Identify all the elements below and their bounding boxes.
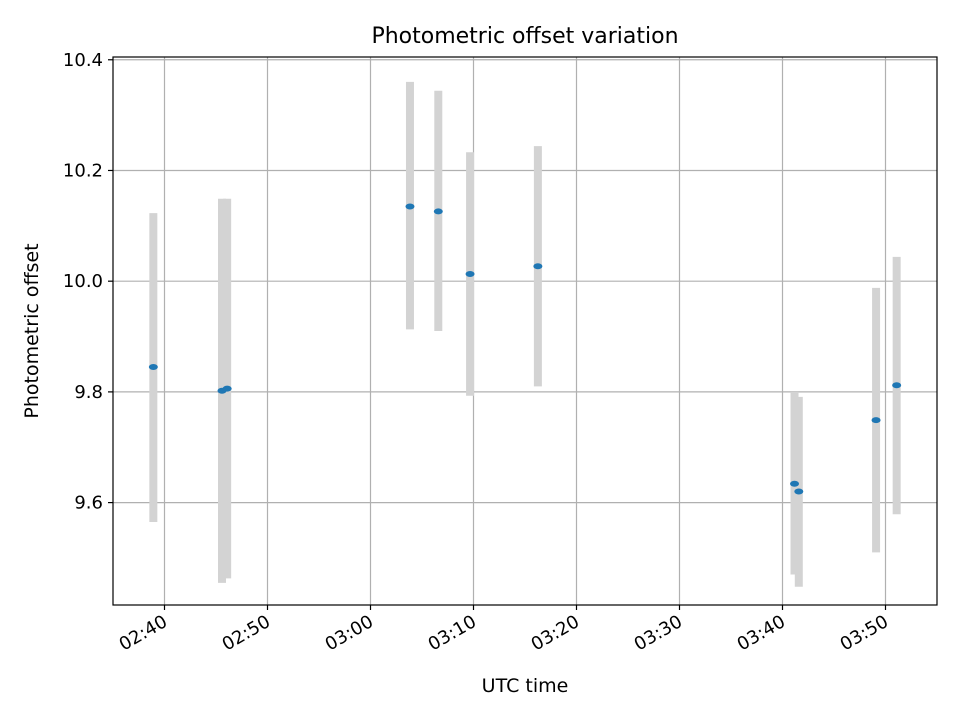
plot-area-frame — [112, 56, 938, 606]
data-point — [790, 480, 800, 487]
x-axis-label: UTC time — [482, 675, 569, 697]
chart-title: Photometric offset variation — [371, 24, 678, 49]
data-point — [433, 208, 443, 215]
data-point — [405, 203, 415, 210]
y-tick-label: 10.2 — [63, 160, 103, 181]
data-point — [871, 417, 881, 424]
y-axis-label: Photometric offset — [21, 243, 43, 418]
data-point — [533, 263, 543, 270]
data-point — [148, 363, 158, 370]
data-point — [794, 488, 804, 495]
y-tick-label: 10.4 — [63, 50, 103, 71]
data-point — [892, 382, 902, 389]
data-points — [148, 203, 902, 495]
y-tick-label: 9.8 — [74, 382, 103, 403]
data-point — [465, 270, 475, 277]
y-tick-label: 9.6 — [74, 493, 103, 514]
data-point — [222, 385, 232, 392]
y-tick-label: 10.0 — [63, 271, 103, 292]
grid — [113, 57, 937, 605]
